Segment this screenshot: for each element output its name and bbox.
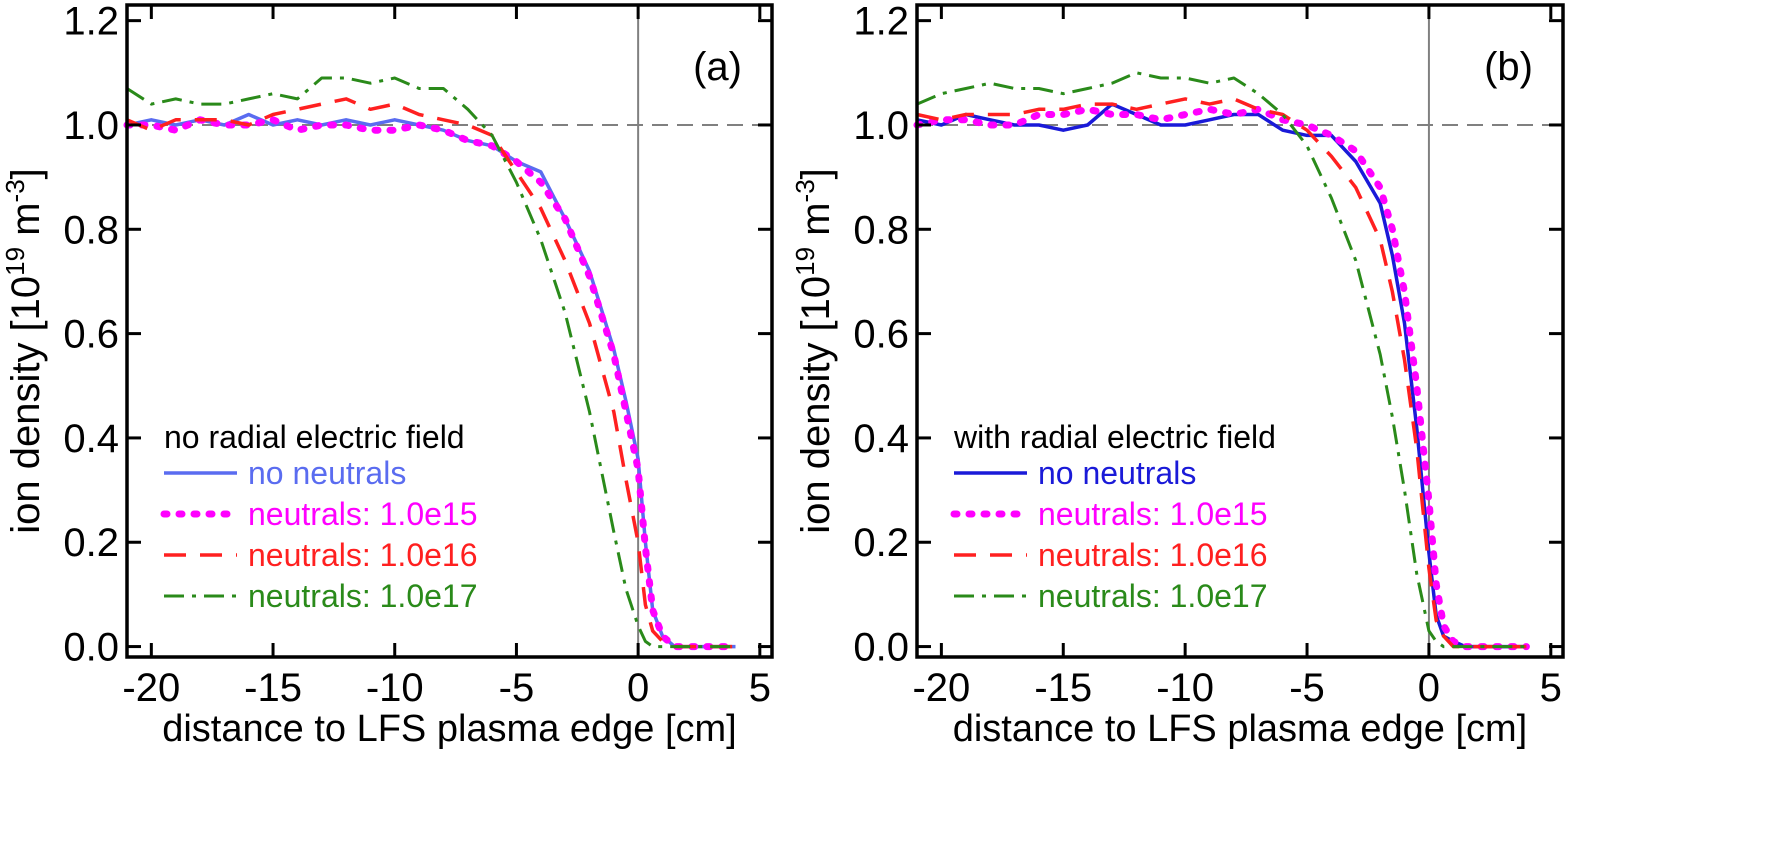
x-tick-label: -20: [912, 666, 970, 710]
legend-entry-label: neutrals: 1.0e16: [1038, 537, 1268, 573]
y-tick-label: 1.2: [63, 0, 119, 44]
x-tick-label: -15: [244, 666, 302, 710]
y-tick-label: 0.4: [853, 417, 909, 461]
y-tick-label: 0.6: [853, 313, 909, 357]
y-tick-label: 1.0: [853, 104, 909, 148]
y-tick-label: 1.0: [63, 104, 119, 148]
y-tick-label: 0.6: [63, 313, 119, 357]
y-tick-label: 0.0: [853, 626, 909, 670]
y-axis-label-main: ion density [10: [794, 276, 838, 534]
legend: no radial electric field no neutrals neut…: [160, 419, 478, 614]
legend-entry-label: neutrals: 1.0e15: [248, 496, 478, 532]
y-axis-label-unit: m: [4, 202, 48, 246]
y-tick-label: 0.2: [853, 521, 909, 565]
legend-title: with radial electric field: [953, 419, 1276, 455]
axis-ticks: -20 -15 -10 -5 0 5 0.0 0.2 0.4 0.6 0.8 1.0 1.2: [63, 0, 772, 710]
y-tick-label: 0.4: [63, 417, 119, 461]
x-axis-label: distance to LFS plasma edge [cm]: [953, 708, 1528, 750]
x-tick-label: -5: [1289, 666, 1325, 710]
x-tick-label: 0: [1418, 666, 1440, 710]
series-layer: [913, 71, 1530, 651]
x-tick-label: -5: [499, 666, 535, 710]
y-axis-label: ion density [1019 m-3]: [790, 168, 838, 534]
series-line-neutrals-1-0e16: [126, 97, 736, 649]
x-tick-label: -10: [366, 666, 424, 710]
y-tick-label: 0.8: [63, 208, 119, 252]
series-layer: [123, 76, 739, 651]
panel-label: (a): [693, 45, 742, 89]
legend-entry-label: no neutrals: [248, 455, 406, 491]
y-axis-label-unit: m: [794, 202, 838, 246]
y-axis-label-exp2: -3: [790, 179, 820, 202]
y-tick-label: 0.8: [853, 208, 909, 252]
x-tick-label: 5: [1540, 666, 1562, 710]
legend: with radial electric field no neutrals ne…: [950, 419, 1276, 614]
x-tick-label: 5: [749, 666, 771, 710]
y-tick-label: 0.0: [63, 626, 119, 670]
y-tick-label: 1.2: [853, 0, 909, 44]
x-tick-label: 0: [627, 666, 649, 710]
series-line-neutrals-1-0e16: [916, 97, 1527, 649]
x-tick-label: -15: [1034, 666, 1092, 710]
y-axis-label-end: ]: [794, 168, 838, 179]
y-axis-label: ion density [1019 m-3]: [0, 168, 48, 534]
y-axis-label-main: ion density [10: [4, 276, 48, 534]
legend-entry-label: neutrals: 1.0e16: [248, 537, 478, 573]
panel-label: (b): [1484, 45, 1533, 89]
series-line-neutrals-1-0e15: [913, 105, 1530, 651]
x-axis-label: distance to LFS plasma edge [cm]: [162, 708, 737, 750]
legend-title: no radial electric field: [164, 419, 465, 455]
legend-entry-label: neutrals: 1.0e17: [1038, 578, 1268, 614]
legend-entry-label: neutrals: 1.0e15: [1038, 496, 1268, 532]
series-line-neutrals-1-0e17: [126, 76, 736, 649]
axis-ticks: -20 -15 -10 -5 0 5 0.0 0.2 0.4 0.6 0.8 1.0 1.2: [853, 0, 1563, 710]
x-tick-label: -10: [1156, 666, 1214, 710]
y-tick-label: 0.2: [63, 521, 119, 565]
legend-entry-label: neutrals: 1.0e17: [248, 578, 478, 614]
panel-b: -20 -15 -10 -5 0 5 0.0 0.2 0.4 0.6 0.8 1.0 1.2 (b) i…: [790, 0, 1565, 750]
x-tick-label: -20: [122, 666, 180, 710]
y-axis-label-exp1: 19: [790, 247, 820, 276]
y-axis-label-exp2: -3: [0, 179, 30, 202]
plot-frame: [915, 3, 1565, 659]
series-line-neutrals-1-0e17: [916, 71, 1527, 649]
legend-entry-label: no neutrals: [1038, 455, 1196, 491]
y-axis-label-exp1: 19: [0, 247, 30, 276]
y-axis-label-end: ]: [4, 168, 48, 179]
panel-a: -20 -15 -10 -5 0 5 0.0 0.2 0.4 0.6 0.8 1.0 1.2 (a) i…: [0, 0, 774, 750]
plot-frame: [125, 3, 774, 659]
